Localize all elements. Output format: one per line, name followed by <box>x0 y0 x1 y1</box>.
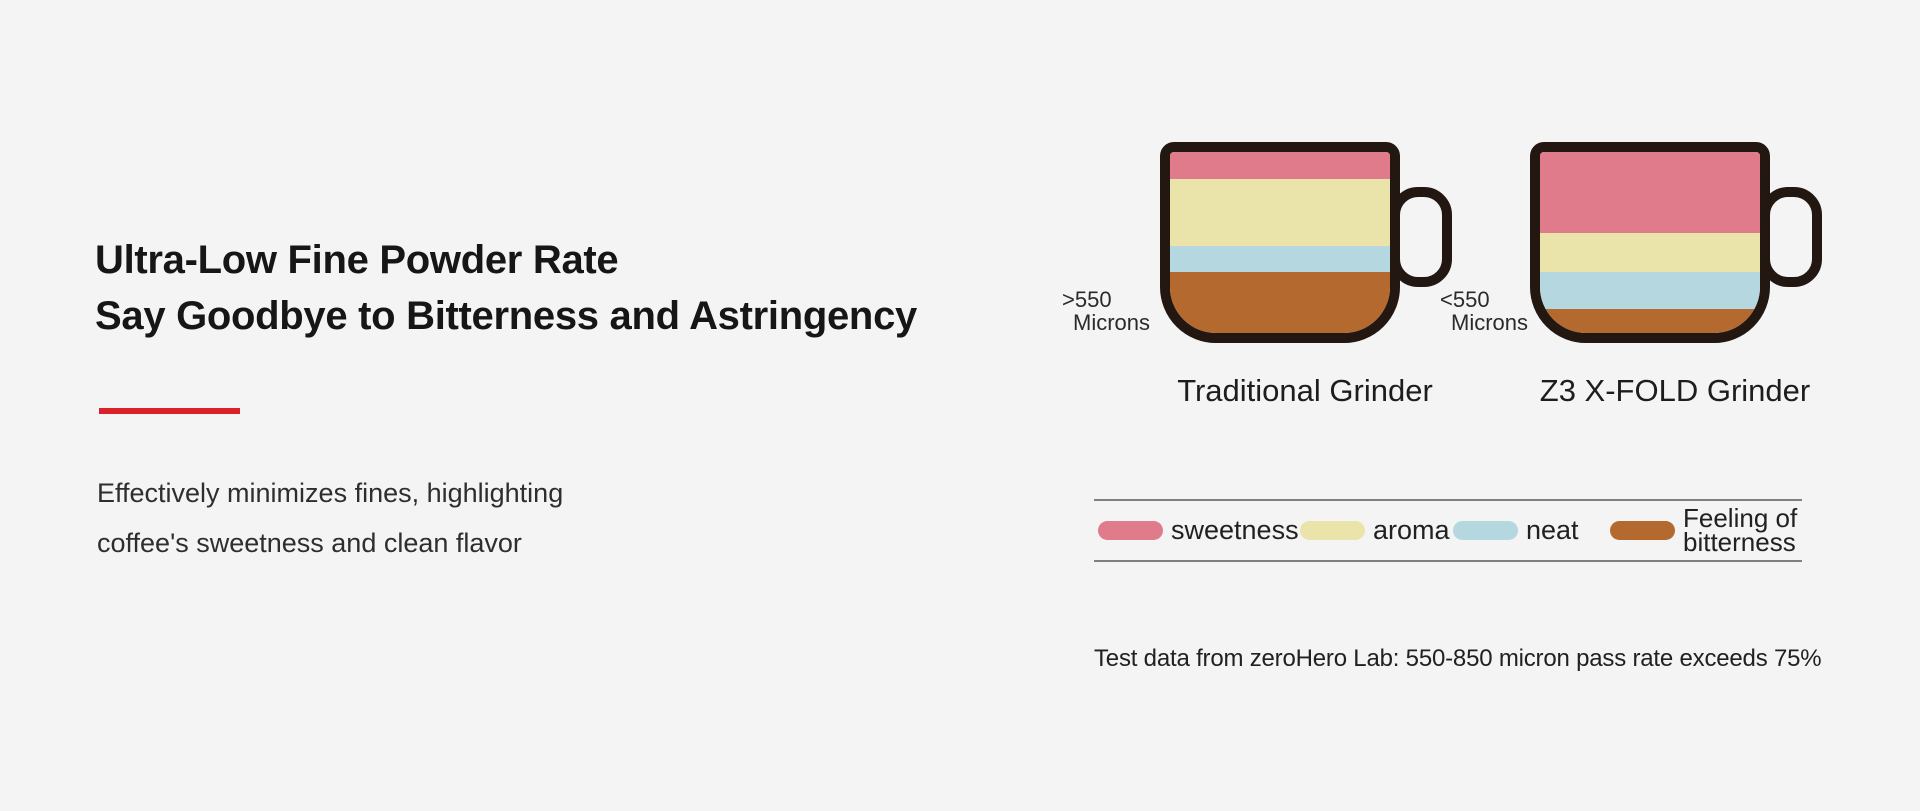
aroma-swatch-icon <box>1300 520 1365 540</box>
cup-layer-aroma <box>1540 232 1760 273</box>
description: Effectively minimizes fines, highlightin… <box>97 468 563 568</box>
micron-annotation-traditional: >550 Microns <box>1062 288 1150 334</box>
legend-label-aroma: aroma <box>1373 514 1450 545</box>
caption-zfold-grinder: Z3 X-FOLD Grinder <box>1539 373 1811 408</box>
cup-layer-sweetness <box>1540 152 1760 233</box>
test-data-footnote: Test data from zeroHero Lab: 550-850 mic… <box>1094 645 1822 672</box>
legend-divider-top <box>1094 499 1802 501</box>
micron-annotation-line-2: Microns <box>1451 310 1529 335</box>
headline-line-2: Say Goodbye to Bitterness and Astringenc… <box>95 294 917 338</box>
micron-annotation-line-1: >550 <box>1062 287 1112 312</box>
headline: Ultra-Low Fine Powder Rate Say Goodbye t… <box>95 232 917 344</box>
cup-body-zfold <box>1530 142 1770 343</box>
cup-layer-neat <box>1540 272 1760 310</box>
micron-annotation-zfold: <550 Microns <box>1440 288 1528 334</box>
legend-item-neat: neat <box>1453 500 1579 560</box>
cup-zfold-grinder <box>1530 142 1822 343</box>
cup-layer-bitterness <box>1170 272 1390 333</box>
cup-layer-sweetness <box>1170 152 1390 180</box>
cup-body-traditional <box>1160 142 1400 343</box>
cup-layer-aroma <box>1170 179 1390 247</box>
description-line-1: Effectively minimizes fines, highlightin… <box>97 478 564 508</box>
micron-annotation-line-2: Microns <box>1073 310 1151 335</box>
headline-line-1: Ultra-Low Fine Powder Rate <box>95 238 619 282</box>
neat-swatch-icon <box>1453 520 1518 540</box>
legend-label-bitterness: Feeling of bitterness <box>1683 503 1798 557</box>
micron-annotation-line-1: <550 <box>1440 287 1490 312</box>
sweetness-swatch-icon <box>1098 520 1163 540</box>
cup-layer-bitterness <box>1540 309 1760 333</box>
legend-item-bitterness: Feeling of bitterness <box>1610 500 1797 560</box>
legend-label-bitterness-line-2: bitterness <box>1683 527 1796 557</box>
legend-item-aroma: aroma <box>1300 500 1450 560</box>
legend-divider-bottom <box>1094 560 1802 562</box>
legend-label-bitterness-line-1: Feeling of <box>1683 503 1798 533</box>
caption-traditional-grinder: Traditional Grinder <box>1177 373 1433 408</box>
accent-divider <box>99 408 240 414</box>
cup-traditional-grinder <box>1160 142 1452 343</box>
legend-label-neat: neat <box>1526 514 1579 545</box>
bitterness-swatch-icon <box>1610 520 1675 540</box>
description-line-2: coffee's sweetness and clean flavor <box>97 528 522 558</box>
legend-label-sweetness: sweetness <box>1171 514 1299 545</box>
cup-layer-neat <box>1170 246 1390 273</box>
legend-item-sweetness: sweetness <box>1098 500 1299 560</box>
